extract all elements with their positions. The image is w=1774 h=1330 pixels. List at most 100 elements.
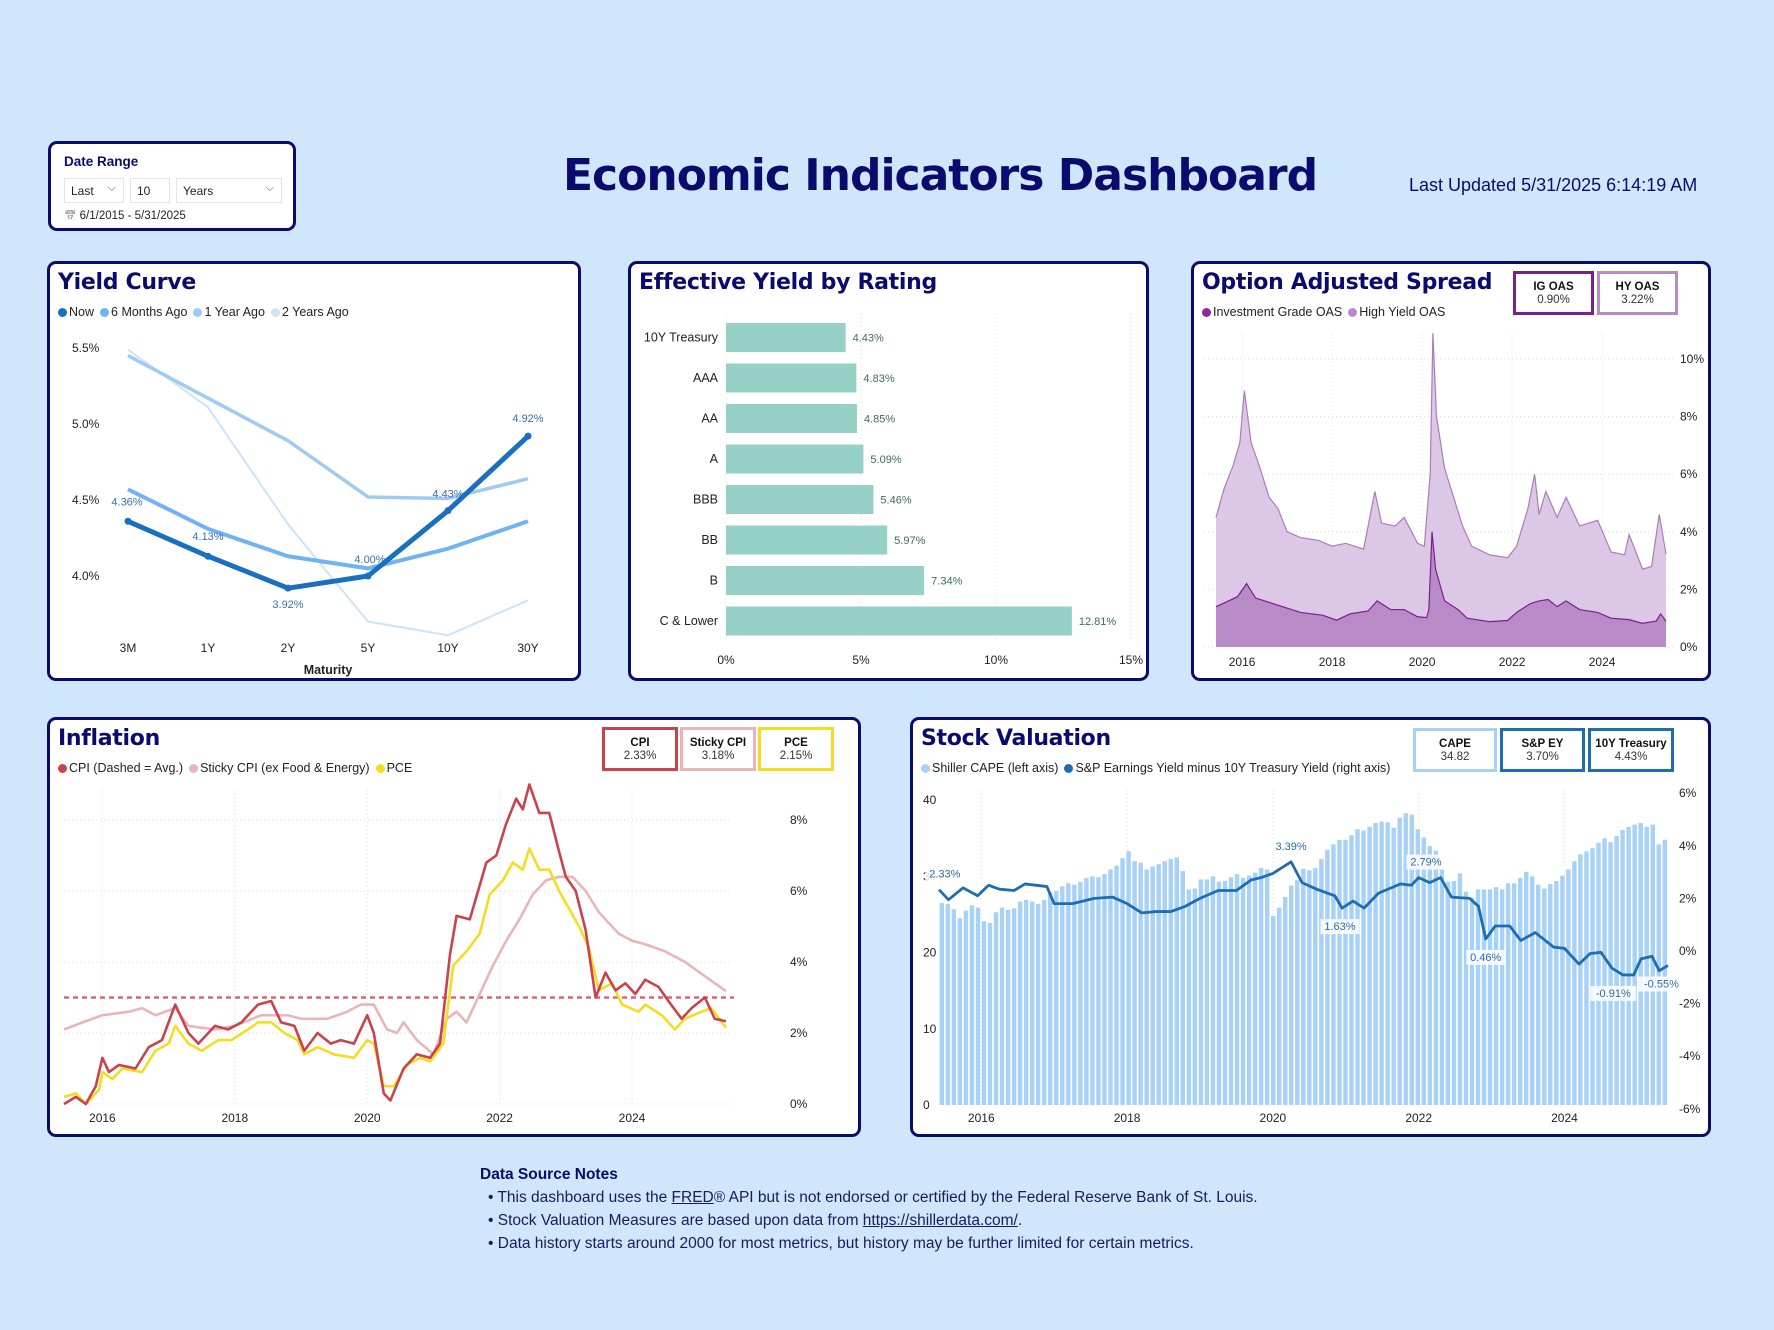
x-tick-label: 15% — [1119, 653, 1143, 667]
left-y-tick-label: 40 — [923, 793, 937, 807]
legend-dot — [270, 307, 280, 317]
cape-bar — [1114, 865, 1119, 1105]
cape-bar — [945, 903, 951, 1105]
legend-item-6-months[interactable]: 6 Months Ago — [100, 305, 187, 319]
cape-bar — [1096, 877, 1101, 1105]
cape-bar — [1168, 858, 1173, 1105]
cape-bar — [1499, 889, 1505, 1105]
series-line-cpi — [63, 783, 727, 1106]
annotation-label: 3.39% — [1276, 841, 1307, 853]
chart-legend: CPI (Dashed = Avg.) Sticky CPI (ex Food … — [58, 761, 412, 775]
bar — [726, 323, 846, 352]
x-axis-label: Maturity — [304, 663, 353, 677]
note-text: Data history starts around 2000 for most… — [497, 1235, 1194, 1252]
date-amount-input[interactable]: 10 — [130, 178, 170, 203]
cape-bar — [1361, 830, 1366, 1105]
legend-dot — [58, 307, 67, 317]
stock-valuation-chart: 20162018202020222024010203040-6%-4%-2%0%… — [923, 786, 1701, 1125]
cape-bar — [1385, 822, 1390, 1105]
y-tick-label: 8% — [1680, 410, 1698, 424]
bullet: • — [488, 1235, 494, 1252]
stock-valuation-panel: Stock Valuation Shiller CAPE (left axis)… — [910, 717, 1711, 1137]
cape-bar — [1126, 851, 1131, 1105]
treasury-card: 10Y Treasury 4.43% — [1588, 728, 1674, 772]
cape-bar — [1524, 871, 1529, 1105]
series-line-2-years-ago — [127, 348, 529, 637]
cape-bar — [1023, 900, 1029, 1105]
data-label: 4.13% — [192, 531, 223, 543]
legend-item-cpi[interactable]: CPI (Dashed = Avg.) — [58, 761, 183, 775]
right-y-tick-label: -4% — [1679, 1049, 1701, 1063]
cape-bar — [1505, 883, 1511, 1105]
cape-bar — [1029, 901, 1035, 1105]
data-label: 4.43% — [432, 489, 463, 501]
cape-card: CAPE 34.82 — [1413, 728, 1497, 772]
yield-curve-chart: 4.0% 4.5% 5.0% 5.5% 3M 1Y 2Y 5Y 10Y 30Y Maturity 4.… — [72, 341, 544, 677]
card-title: CPI — [630, 737, 650, 749]
card-value: 0.90% — [1537, 294, 1570, 306]
cape-bar — [1283, 896, 1288, 1105]
cape-bar — [1656, 844, 1661, 1105]
cape-bar — [1397, 817, 1402, 1105]
x-tick-label: 2016 — [1229, 655, 1256, 669]
legend-item-hy[interactable]: High Yield OAS — [1348, 305, 1445, 319]
cape-bar — [939, 903, 945, 1105]
legend-label: Investment Grade OAS — [1213, 305, 1343, 319]
card-value: 3.22% — [1621, 294, 1654, 306]
cape-bar — [1120, 858, 1125, 1105]
card-title: CAPE — [1439, 738, 1471, 750]
category-label: 10Y Treasury — [644, 331, 719, 345]
shillerdata-link[interactable]: https://shillerdata.com/ — [862, 1212, 1018, 1229]
date-unit-dropdown[interactable]: Years ⌵ — [176, 178, 282, 203]
cape-bar — [1289, 885, 1294, 1105]
annotation-label: -0.91% — [1596, 988, 1631, 1000]
cape-bar — [1054, 890, 1059, 1105]
annotation-bg — [1320, 919, 1360, 935]
series-line-now — [126, 434, 530, 591]
fred-link[interactable]: FRED — [671, 1189, 714, 1206]
date-range-title: Date Range — [64, 154, 139, 169]
legend-item-1-year[interactable]: 1 Year Ago — [193, 305, 265, 319]
pce-card: PCE 2.15% — [758, 727, 834, 771]
cape-bar — [1210, 876, 1216, 1105]
card-value: 3.70% — [1526, 751, 1559, 763]
bar — [726, 566, 925, 595]
left-y-tick-label: 20 — [923, 946, 937, 960]
legend-item-pce[interactable]: PCE — [375, 761, 413, 775]
cape-bar — [1379, 821, 1384, 1105]
date-mode-dropdown[interactable]: Last ⌵ — [64, 178, 124, 203]
right-y-tick-label: -6% — [1679, 1102, 1701, 1116]
annotation-bg — [1406, 854, 1446, 870]
cape-bar — [1174, 857, 1179, 1105]
category-label: B — [710, 574, 718, 588]
bar — [726, 485, 874, 514]
legend-item-now[interactable]: Now — [58, 305, 94, 319]
cape-bar — [1035, 903, 1041, 1105]
cape-bar — [1102, 874, 1107, 1105]
legend-label: Sticky CPI (ex Food & Energy) — [200, 761, 370, 775]
data-label: 5.97% — [894, 535, 925, 547]
card-title: Sticky CPI — [689, 737, 747, 749]
legend-label: PCE — [386, 761, 413, 775]
cape-bar — [1144, 869, 1149, 1105]
legend-item-2-years[interactable]: 2 Years Ago — [270, 305, 349, 319]
cape-bar — [1536, 884, 1541, 1105]
chart-legend: Shiller CAPE (left axis) S&P Earnings Yi… — [921, 761, 1390, 775]
panel-title: Option Adjusted Spread — [1202, 270, 1493, 295]
legend-item-sticky-cpi[interactable]: Sticky CPI (ex Food & Energy) — [189, 761, 370, 775]
cape-bar — [1632, 824, 1637, 1105]
x-tick-label: 5% — [852, 653, 870, 667]
card-value: 34.82 — [1440, 751, 1470, 763]
effective-yield-chart: 0% 5% 10% 15% 10Y Treasury 4.43% AAA 4.83% AA 4.8… — [644, 314, 1143, 667]
legend-item-cape[interactable]: Shiller CAPE (left axis) — [921, 761, 1058, 775]
data-label: 4.83% — [863, 373, 894, 385]
category-label: AAA — [693, 371, 719, 385]
cape-bar — [1186, 889, 1192, 1105]
note-line: • This dashboard uses the FRED® API but … — [480, 1189, 1258, 1207]
cape-bar — [1234, 874, 1240, 1105]
legend-item-ig[interactable]: Investment Grade OAS — [1202, 305, 1342, 319]
card-value: 2.33% — [623, 750, 657, 762]
cape-bar — [1180, 871, 1186, 1105]
legend-item-ey-spread[interactable]: S&P Earnings Yield minus 10Y Treasury Yi… — [1064, 761, 1390, 775]
legend-dot — [193, 307, 203, 317]
